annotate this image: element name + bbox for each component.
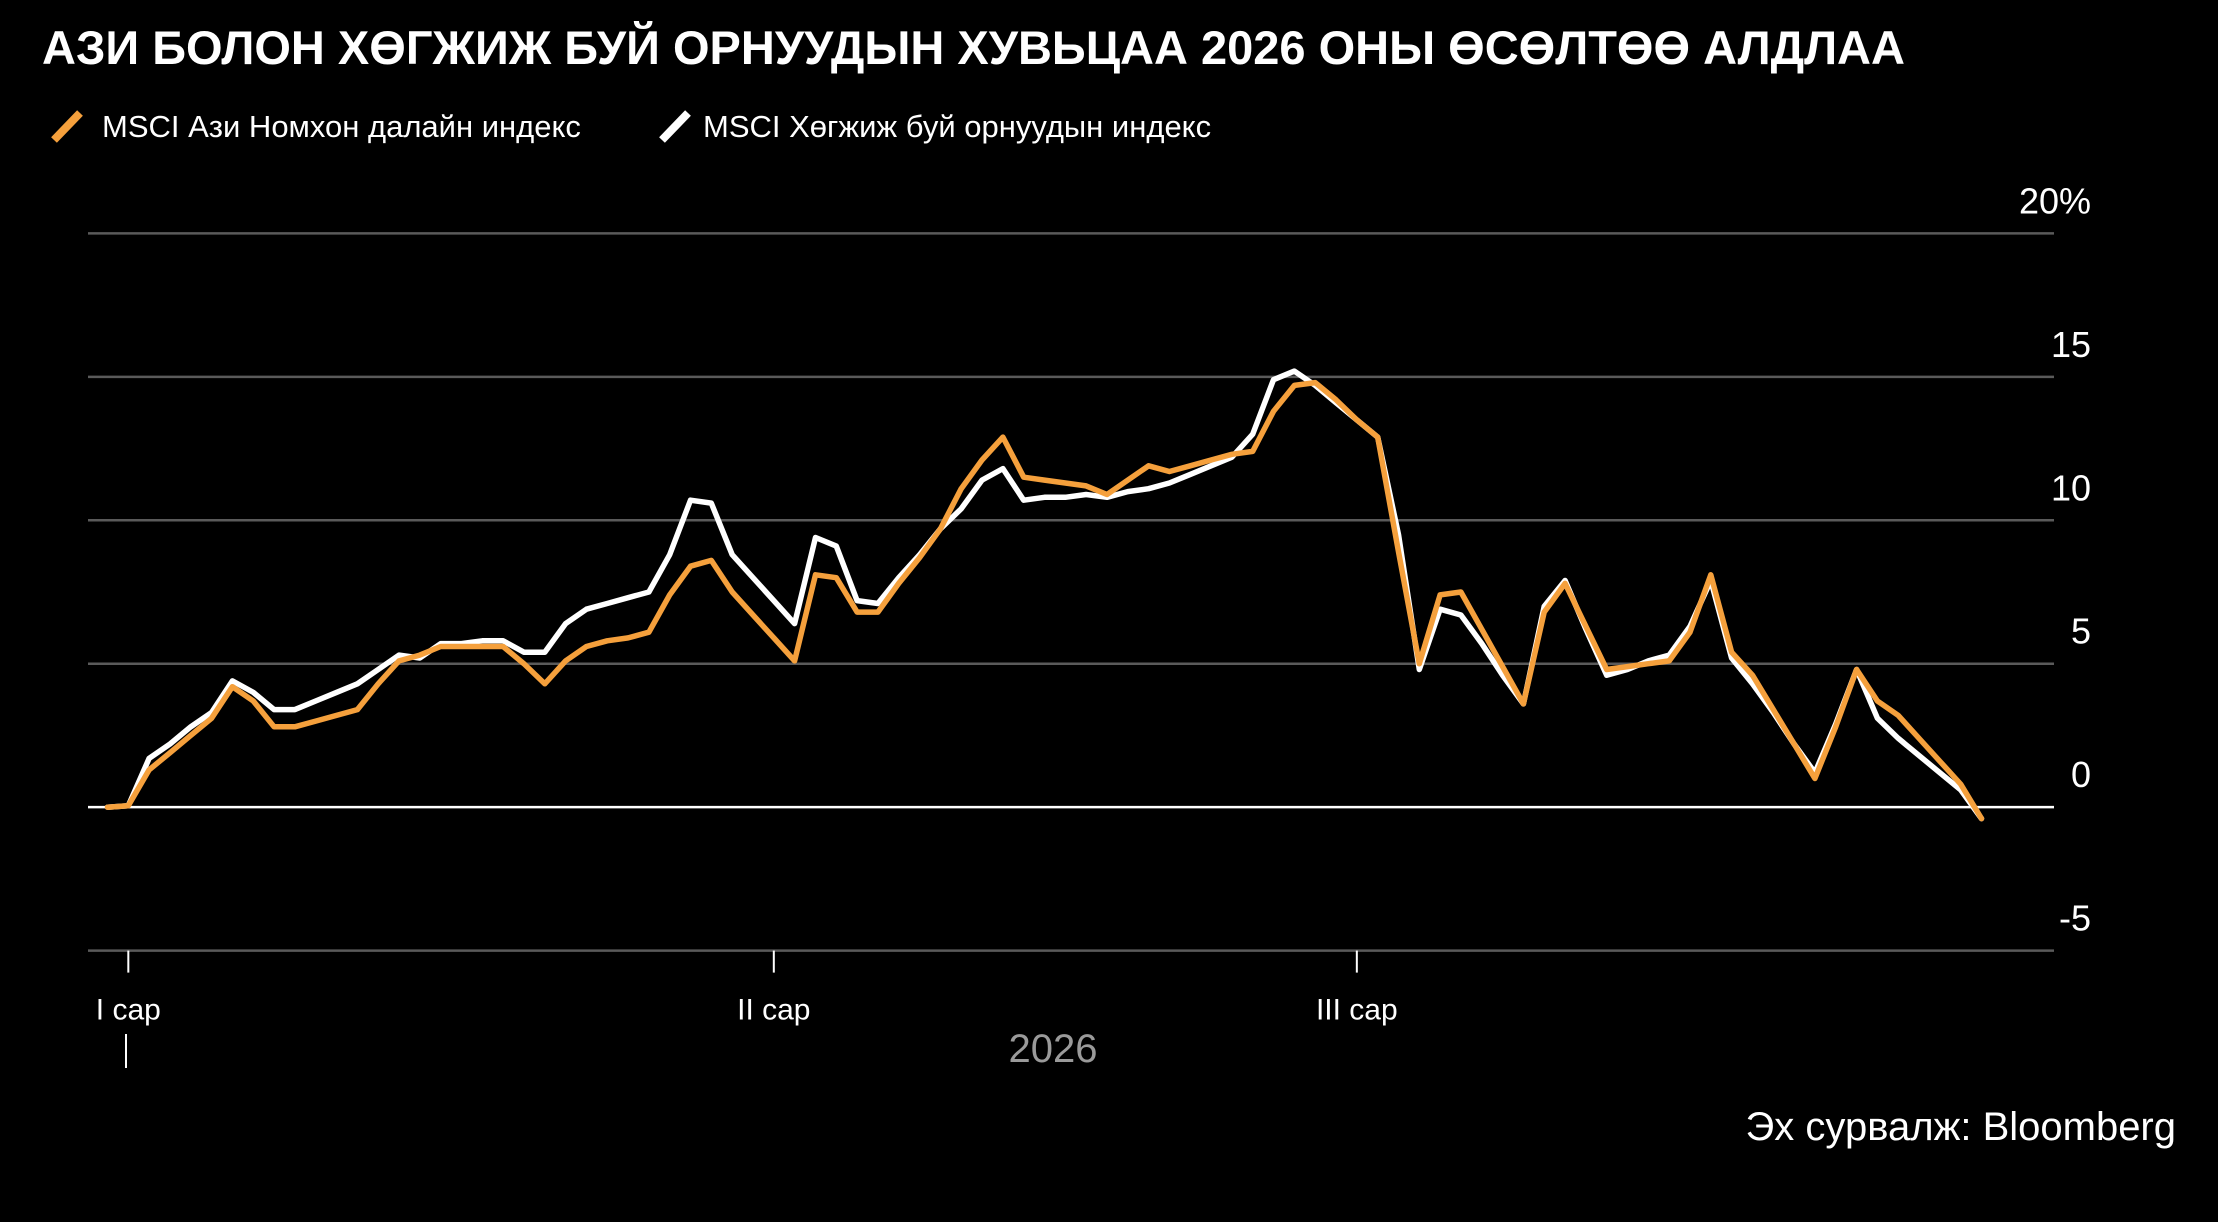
- y-tick-label: -5: [2059, 898, 2091, 939]
- y-tick-label: 10: [2051, 467, 2091, 508]
- legend-swatch: [51, 110, 83, 143]
- x-tick-label: III сар: [1316, 994, 1398, 1027]
- legend-swatch: [659, 110, 691, 143]
- legend-label: MSCI Хөгжиж буй орнуудын индекс: [703, 109, 1211, 144]
- y-tick-label: 0: [2071, 754, 2091, 795]
- y-tick-label: 20%: [2019, 180, 2091, 221]
- series-line: [104, 379, 1985, 822]
- y-tick-label: 5: [2071, 611, 2091, 652]
- chart-title: АЗИ БОЛОН ХӨГЖИЖ БУЙ ОРНУУДЫН ХУВЬЦАА 20…: [42, 21, 1905, 74]
- series-line: [104, 368, 1985, 822]
- y-tick-label: 15: [2051, 324, 2091, 365]
- x-axis-label: 2026: [1009, 1027, 1098, 1071]
- source: Эх сурвалж: Bloomberg: [1746, 1105, 2176, 1149]
- legend-label: MSCI Ази Номхон далайн индекс: [102, 109, 581, 144]
- x-tick-label: I сар: [96, 994, 161, 1027]
- x-tick-label: II сар: [737, 994, 810, 1027]
